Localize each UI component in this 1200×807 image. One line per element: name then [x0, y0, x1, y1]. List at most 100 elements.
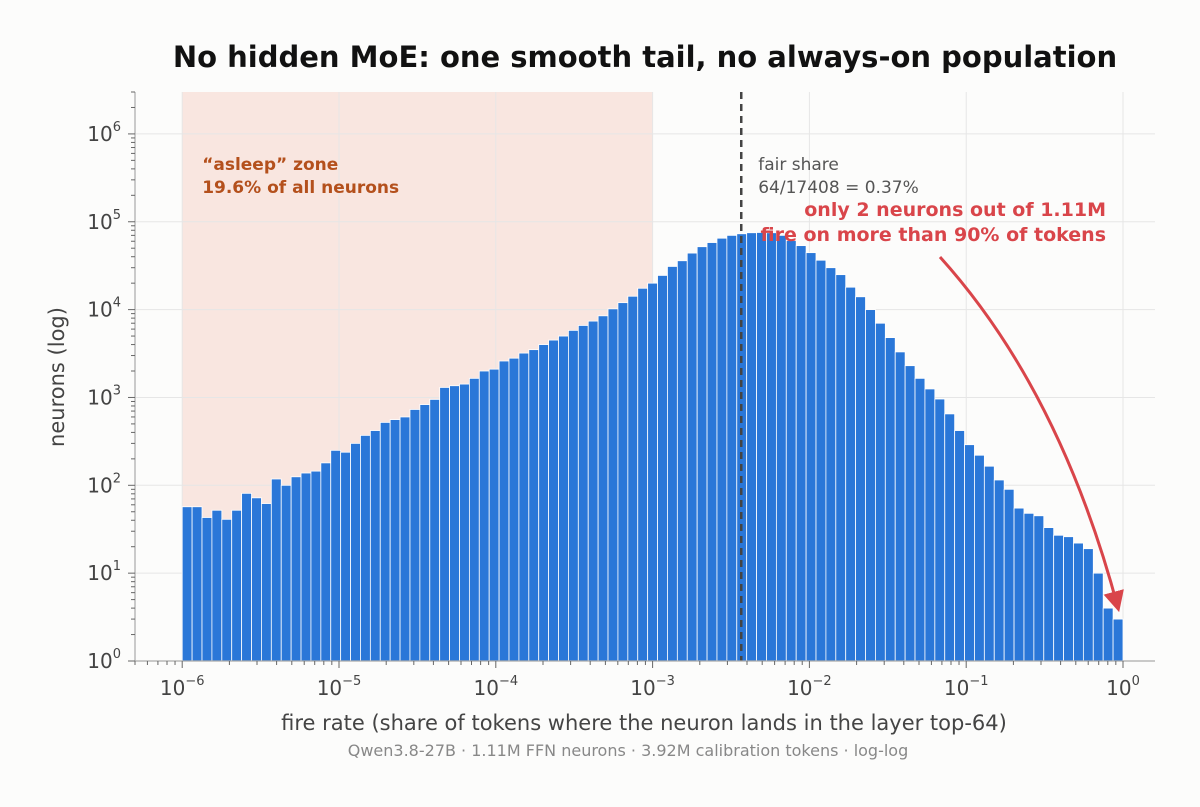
bar: [637, 287, 649, 662]
bar: [686, 252, 698, 662]
bar: [498, 360, 510, 662]
bar: [716, 237, 728, 662]
bar: [369, 430, 381, 662]
bar: [528, 349, 540, 662]
bar: [993, 479, 1005, 662]
bar: [657, 275, 668, 662]
bar: [805, 252, 817, 662]
bar: [696, 246, 708, 662]
bar: [884, 337, 896, 662]
bar: [548, 339, 559, 662]
bar: [191, 506, 203, 662]
bar: [795, 245, 807, 662]
bar: [241, 492, 252, 662]
bar: [340, 451, 351, 662]
bar: [1013, 507, 1025, 662]
bar: [310, 470, 322, 662]
fair-share-label: fair share: [758, 155, 839, 175]
y-tick-label-3: 103: [87, 383, 121, 409]
y-tick-label-0: 100: [87, 647, 121, 673]
bar: [924, 388, 936, 662]
bar: [756, 232, 767, 662]
bar: [350, 442, 361, 662]
callout-line-1: only 2 neurons out of 1.11M: [804, 199, 1106, 221]
callout-line-2: fire on more than 90% of tokens: [761, 224, 1106, 246]
bar: [429, 399, 441, 662]
bar: [399, 416, 411, 662]
bar: [825, 267, 837, 662]
bar: [1073, 542, 1084, 662]
bar: [1082, 548, 1094, 662]
bar: [775, 234, 787, 662]
bar: [617, 302, 629, 662]
bar: [865, 309, 876, 662]
x-tick-label-4: 10−2: [787, 674, 832, 700]
bar: [201, 517, 213, 662]
bar: [449, 385, 460, 662]
bar: [518, 352, 530, 662]
bar: [607, 308, 619, 662]
bar: [577, 325, 589, 662]
bar: [964, 444, 975, 662]
callout-arrow: [938, 255, 1124, 613]
bar: [1033, 515, 1045, 662]
bar: [785, 240, 797, 662]
plot-area: 10−6 10−5 10−4 10−3 10−2 10−1 100 100 101 102 103 1…: [87, 91, 1155, 700]
x-tick-label-1: 10−5: [317, 674, 362, 700]
bar: [409, 409, 421, 662]
bar: [1102, 607, 1114, 662]
bar: [270, 478, 282, 662]
bar: [290, 476, 302, 662]
bar: [875, 322, 886, 662]
bar: [558, 335, 569, 662]
bar: [676, 260, 688, 662]
y-tick-label-5: 105: [87, 208, 121, 234]
bar: [181, 506, 193, 662]
bar: [251, 497, 262, 662]
y-tick-label-6: 106: [87, 120, 121, 146]
bar: [914, 377, 926, 662]
bar: [261, 503, 272, 662]
bar: [855, 296, 866, 662]
bar: [954, 430, 965, 662]
asleep-zone-share: 19.6% of all neurons: [202, 178, 399, 198]
y-tick-label-4: 104: [87, 296, 121, 322]
bar: [587, 320, 599, 662]
bar: [746, 232, 757, 662]
bar: [1053, 534, 1064, 662]
bar: [766, 232, 777, 662]
bar: [706, 242, 718, 662]
bar: [211, 509, 223, 662]
x-axis-label: fire rate (share of tokens where the neu…: [281, 711, 1007, 735]
bar: [983, 465, 995, 662]
y-tick-label-1: 101: [87, 559, 121, 585]
chart-caption: Qwen3.8-27B · 1.11M FFN neurons · 3.92M …: [348, 741, 909, 760]
bar: [894, 351, 906, 662]
x-tick-label-3: 10−3: [630, 674, 675, 700]
bar: [468, 377, 480, 662]
bar: [1112, 618, 1124, 662]
bar: [1043, 527, 1055, 662]
bar: [974, 454, 985, 662]
bar: [627, 295, 639, 662]
chart-title: No hidden MoE: one smooth tail, no alway…: [173, 40, 1117, 74]
bar: [360, 434, 371, 662]
bar: [597, 315, 609, 662]
bar: [538, 344, 550, 662]
bar: [1003, 488, 1015, 662]
axes: 10−6 10−5 10−4 10−3 10−2 10−1 100 100 101 102 103 1…: [87, 91, 1155, 700]
bar: [726, 234, 738, 662]
bar: [419, 404, 431, 662]
x-tick-label-6: 100: [1106, 674, 1140, 700]
bar: [231, 509, 243, 662]
bar: [845, 286, 857, 662]
bar: [221, 518, 233, 662]
bar: [389, 419, 401, 662]
bar: [647, 282, 658, 662]
bar: [568, 329, 579, 662]
bar: [815, 259, 827, 662]
bar: [478, 370, 490, 662]
asleep-zone-label: “asleep” zone: [202, 155, 338, 175]
bar: [488, 368, 500, 662]
